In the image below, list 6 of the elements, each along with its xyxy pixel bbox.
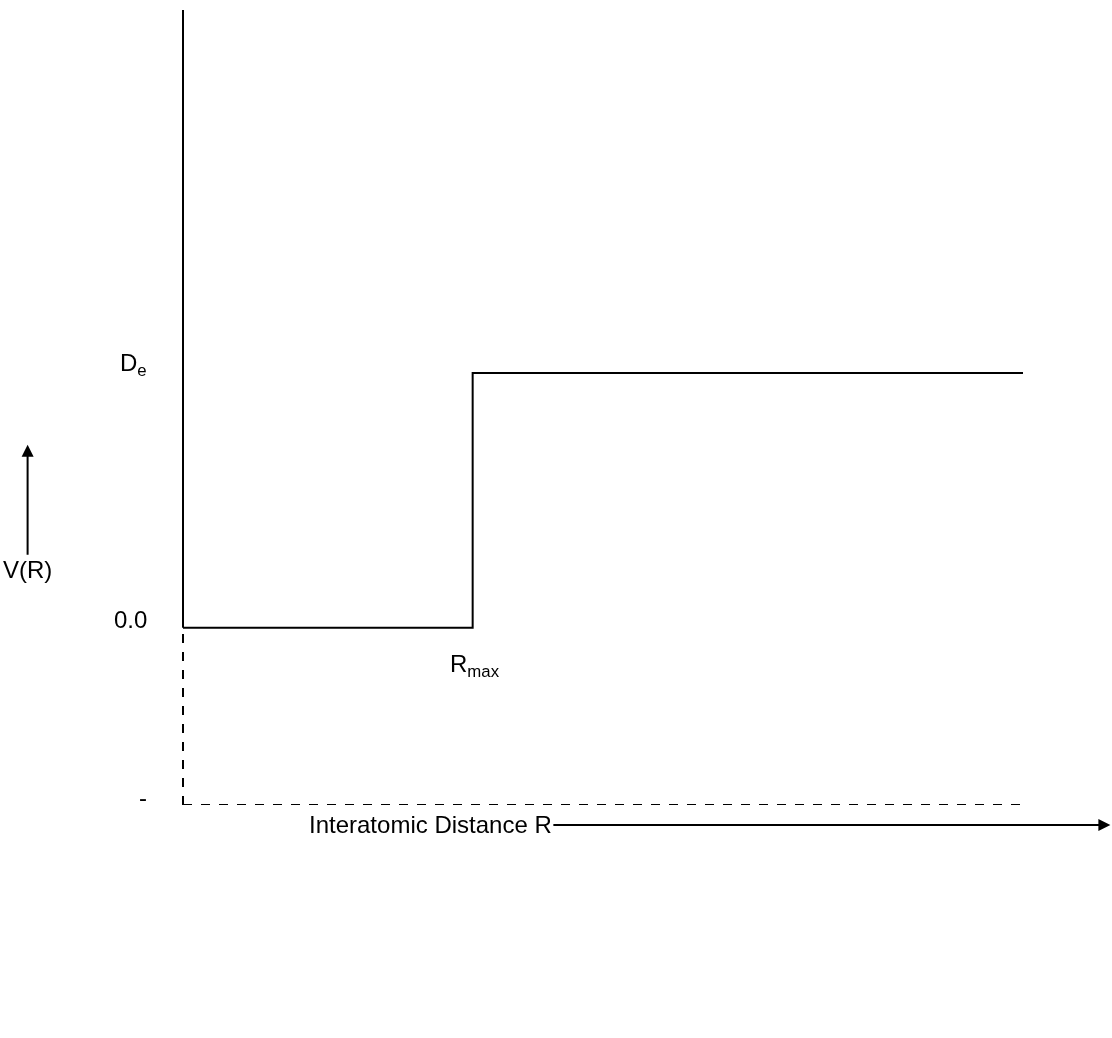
text: V(R) xyxy=(3,556,53,583)
text: 0.0 xyxy=(114,606,148,633)
text: D$_{e}$ xyxy=(120,349,147,381)
text: - xyxy=(139,784,147,811)
annotation: R$_{max}$ xyxy=(450,650,500,682)
x-axis-title: Interatomic Distance R xyxy=(309,811,552,838)
